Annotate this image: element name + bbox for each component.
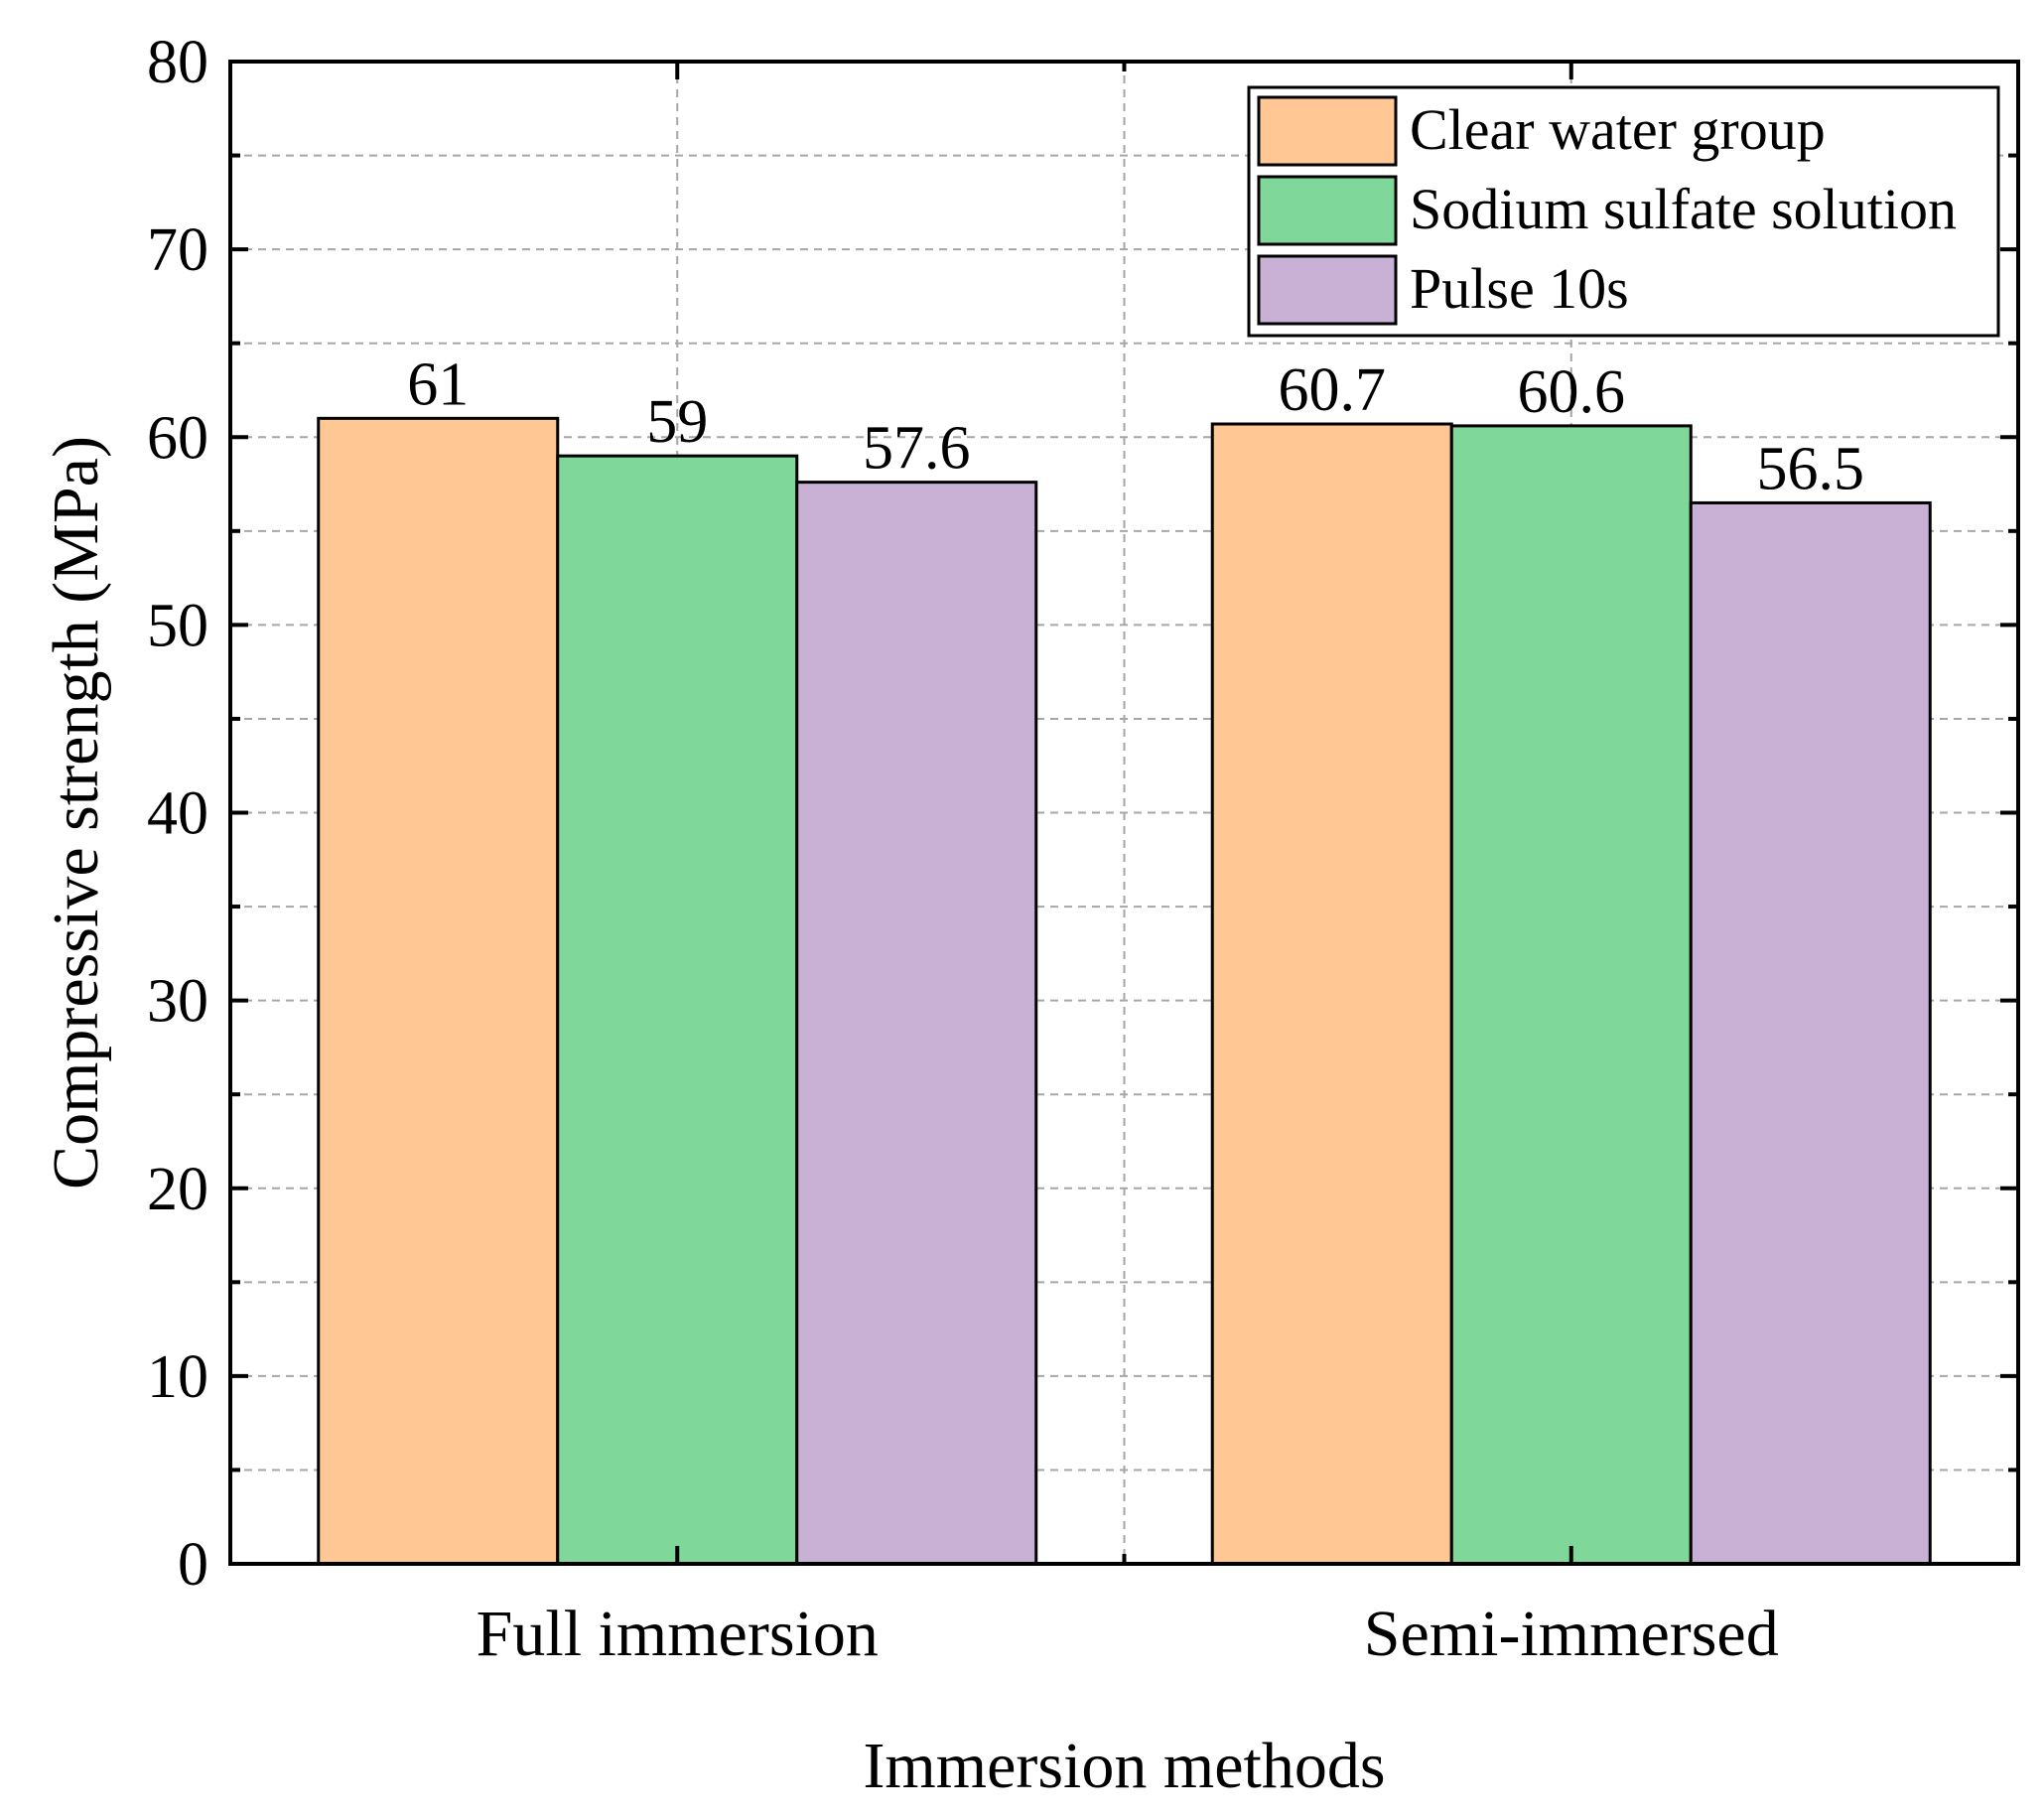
legend-label: Pulse 10s (1410, 256, 1629, 321)
y-tick-label: 80 (147, 29, 208, 96)
bar-value-label: 57.6 (863, 415, 971, 483)
y-tick-labels: 0 10 20 30 40 50 60 70 80 (147, 29, 208, 1599)
y-tick-label: 10 (147, 1343, 208, 1411)
bar (1689, 500, 1932, 1566)
axis-ticks (230, 60, 2018, 1566)
bar-value-label: 56.5 (1757, 435, 1865, 502)
bar-value-label: 60.6 (1518, 358, 1626, 426)
bar-value-label: 61 (407, 350, 469, 418)
bars-layer (317, 416, 1932, 1566)
legend-swatch (1257, 95, 1398, 167)
y-axis-title: Compressive strength (MPa) (40, 436, 112, 1190)
y-tick-label: 40 (147, 780, 208, 848)
bar (795, 481, 1038, 1566)
x-tick-label: Semi-immersed (1364, 1598, 1779, 1670)
x-tick-labels: Full immersion Semi-immersed (477, 1598, 1779, 1670)
y-tick-label: 30 (147, 968, 208, 1036)
legend-label: Sodium sulfate solution (1410, 177, 1957, 241)
y-tick-label: 60 (147, 404, 208, 472)
bar-value-label: 59 (646, 388, 708, 456)
bar (1449, 424, 1693, 1566)
y-tick-label: 20 (147, 1156, 208, 1223)
x-axis-title: Immersion methods (863, 1730, 1385, 1802)
bar-value-label: 60.7 (1279, 356, 1387, 424)
legend: Clear water group Sodium sulfate solution… (1247, 85, 2000, 338)
y-tick-label: 70 (147, 216, 208, 284)
legend-swatch (1257, 254, 1398, 326)
bar-value-labels: 61 60.7 59 60.6 57.6 56.5 (407, 350, 1864, 502)
bar (1210, 422, 1453, 1566)
legend-label: Clear water group (1410, 97, 1826, 162)
legend-swatch (1257, 175, 1398, 246)
y-tick-label: 50 (147, 592, 208, 659)
bar (556, 454, 799, 1566)
x-tick-label: Full immersion (477, 1598, 879, 1670)
y-tick-label: 0 (178, 1531, 208, 1599)
bar (317, 416, 560, 1566)
